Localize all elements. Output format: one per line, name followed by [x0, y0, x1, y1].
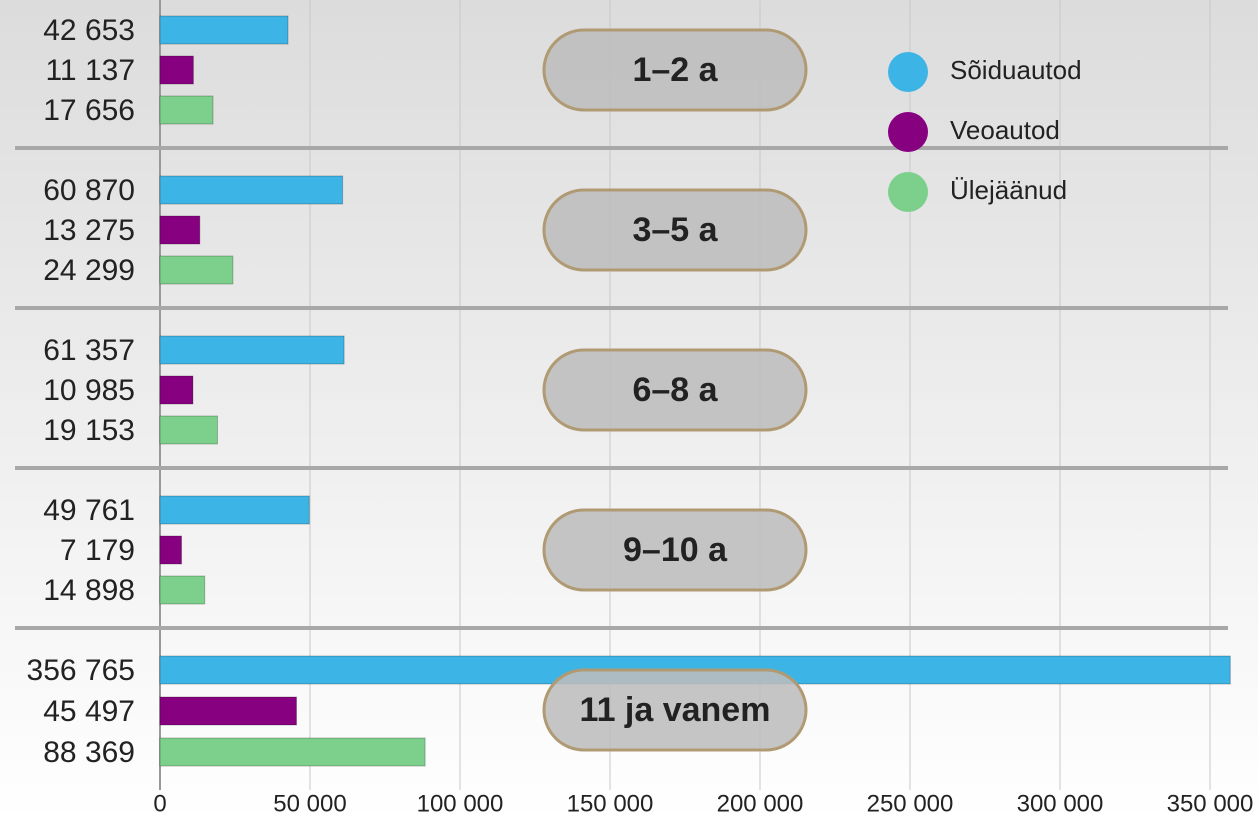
x-tick-label: 150 000 [567, 790, 654, 817]
group-label: 3–5 a [632, 211, 718, 249]
value-label: 88 369 [43, 736, 135, 769]
value-label: 60 870 [43, 174, 135, 207]
group-label: 9–10 a [623, 531, 728, 569]
value-label: 11 137 [45, 54, 135, 87]
group-label: 1–2 a [632, 51, 718, 89]
x-tick-label: 350 000 [1167, 790, 1254, 817]
x-tick-label: 100 000 [417, 790, 504, 817]
group-pill [542, 348, 808, 432]
value-label: 7 179 [60, 534, 135, 567]
x-tick-label: 50 000 [273, 790, 346, 817]
bar [159, 535, 183, 565]
bar [159, 335, 345, 365]
value-label: 49 761 [43, 494, 135, 527]
x-tick-label: 300 000 [1017, 790, 1104, 817]
value-label: 13 275 [43, 214, 135, 247]
group-pill [542, 188, 808, 272]
bar [159, 495, 310, 525]
value-label: 19 153 [43, 414, 135, 447]
bar [159, 415, 218, 445]
bar [159, 215, 201, 245]
legend-swatch [888, 172, 928, 212]
legend-label: Veoautod [950, 115, 1060, 145]
bar [159, 696, 297, 726]
value-label: 24 299 [43, 254, 135, 287]
legend-label: Sõiduautod [950, 55, 1082, 85]
legend-swatch [888, 112, 928, 152]
x-tick-label: 250 000 [867, 790, 954, 817]
value-label: 61 357 [43, 334, 135, 367]
bar [159, 255, 234, 285]
value-label: 45 497 [43, 695, 135, 728]
group-pill [542, 28, 808, 112]
group-pill [542, 508, 808, 592]
group-pill [542, 668, 808, 752]
group-label: 6–8 a [632, 371, 718, 409]
x-tick-label: 200 000 [717, 790, 804, 817]
value-label: 17 656 [43, 94, 135, 127]
value-label: 10 985 [43, 374, 135, 407]
x-tick-label: 0 [153, 790, 166, 817]
group-label: 11 ja vanem [580, 691, 771, 729]
value-label: 14 898 [43, 574, 135, 607]
value-label: 42 653 [43, 14, 135, 47]
bar [159, 55, 194, 85]
bar [159, 375, 194, 405]
bar [159, 95, 214, 125]
legend-swatch [888, 52, 928, 92]
bar [159, 737, 426, 767]
legend-label: Ülejäänud [950, 175, 1067, 205]
bar [159, 175, 344, 205]
value-label: 356 765 [27, 654, 135, 687]
bar [159, 15, 289, 45]
bar [159, 575, 206, 605]
